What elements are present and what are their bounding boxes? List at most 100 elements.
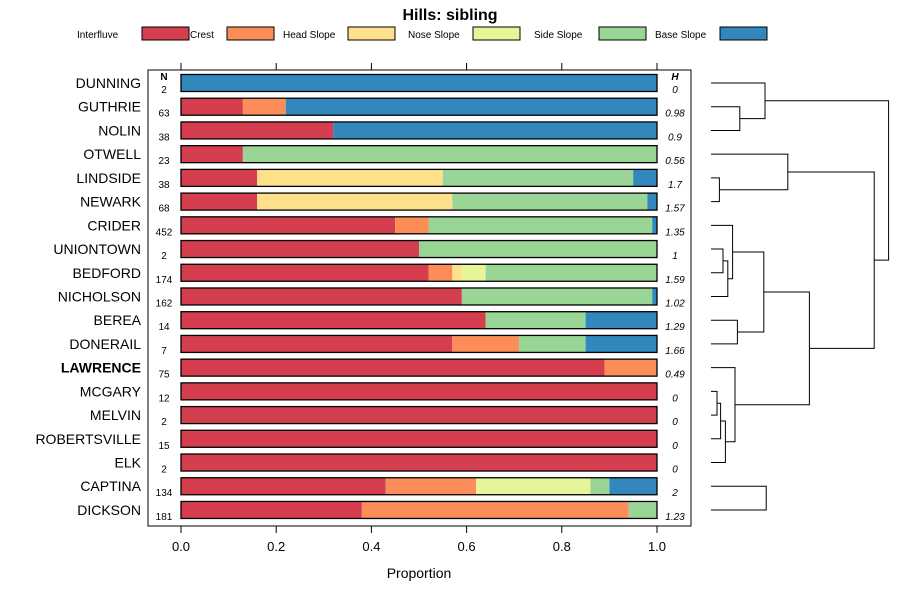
category-label: ROBERTSVILLE (35, 431, 141, 447)
bar-outline (180, 382, 658, 401)
bar-segment-crest (242, 98, 286, 116)
h-value: 1.29 (665, 322, 685, 333)
bar-segment-interfluve (181, 287, 462, 305)
plot-panel (147, 69, 692, 527)
bar-outline (180, 453, 658, 472)
n-value: 63 (158, 109, 170, 120)
bar-outline (180, 405, 658, 425)
bar-outline (180, 358, 658, 377)
category-label: NOLIN (98, 122, 141, 138)
bar-segment-base-slope (585, 335, 657, 353)
bar-outline (180, 97, 658, 116)
dendrogram-link (765, 100, 890, 261)
legend-swatch-interfluve (141, 26, 190, 41)
row-otwell: OTWELL 23 0.56 (83, 145, 685, 167)
row-melvin: MELVIN 2 0 (90, 405, 678, 428)
h-value: 1.7 (668, 180, 682, 191)
bar-segment-side-slope (452, 193, 648, 211)
x-axis: 0.0 0.2 0.4 0.6 0.8 1.0 (172, 63, 666, 554)
category-label: CRIDER (87, 217, 141, 233)
row-robertsville: ROBERTSVILLE 15 0 (35, 429, 678, 452)
legend-swatch-base-slope (719, 26, 768, 41)
row-elk: ELK 2 0 (115, 453, 678, 476)
bar-segment-head-slope (257, 169, 443, 187)
h-column-header: H (671, 72, 679, 83)
legend-label-head-slope: Head Slope (283, 30, 336, 41)
bar-segment-nose-slope (461, 264, 486, 282)
bar-outline (180, 145, 658, 164)
dendrogram-link (711, 248, 724, 274)
dendrogram-link (711, 485, 767, 511)
bar-segment-base-slope (333, 121, 657, 139)
bar-outline (180, 192, 658, 211)
bar-segment-base-slope (633, 169, 657, 187)
bar-segment-crest (428, 264, 453, 282)
bar-segment-head-slope (452, 264, 462, 282)
bar-outline (180, 311, 658, 330)
bar-segment-side-slope (485, 264, 657, 282)
bar-segment-base-slope (609, 477, 657, 495)
legend-swatch-head-slope (347, 26, 396, 41)
n-value: 7 (161, 346, 167, 357)
bar-segment-side-slope (485, 311, 586, 329)
row-lawrence: LAWRENCE 75 0.49 (61, 358, 685, 381)
category-label: GUTHRIE (78, 99, 141, 115)
legend-label-base-slope: Base Slope (655, 30, 707, 41)
bar-segment-interfluve (181, 335, 453, 353)
dendrogram-link (711, 82, 766, 120)
bar-segment-crest (361, 501, 629, 519)
h-value: 0.56 (665, 156, 685, 167)
dendrogram-link (711, 319, 738, 345)
n-value: 38 (158, 180, 170, 191)
bar-segment-side-slope (518, 335, 586, 353)
h-value: 1.02 (665, 298, 685, 309)
dendrogram (711, 82, 890, 511)
n-value: 2 (161, 465, 167, 476)
category-label: LINDSIDE (76, 170, 141, 186)
legend-swatch-nose-slope (472, 26, 521, 41)
bar-segment-interfluve (181, 121, 334, 139)
n-column-header: N (160, 72, 167, 83)
bar-segment-nose-slope (476, 477, 591, 495)
n-value: 181 (156, 512, 173, 523)
category-label: DICKSON (77, 502, 141, 518)
x-tick-label: 0.2 (267, 539, 285, 554)
dendrogram-link (711, 177, 720, 203)
category-label: ELK (115, 455, 142, 471)
bar-segment-interfluve (181, 216, 396, 234)
legend-swatch-crest (226, 26, 275, 41)
n-value: 12 (158, 393, 170, 404)
h-value: 0.49 (665, 370, 685, 381)
x-tick-label: 0.8 (553, 539, 571, 554)
bar-segment-head-slope (257, 193, 453, 211)
h-value: 0.9 (668, 132, 682, 143)
row-bedford: BEDFORD 174 1.59 (73, 263, 685, 286)
bar-segment-side-slope (428, 216, 653, 234)
bar-segment-base-slope (285, 98, 657, 116)
category-label: UNIONTOWN (53, 241, 141, 257)
n-value: 68 (158, 204, 170, 215)
n-value: 2 (161, 417, 167, 428)
bar-segment-side-slope (628, 501, 657, 519)
row-newark: NEWARK 68 1.57 (80, 192, 685, 215)
bar-segment-base-slope (181, 74, 657, 92)
chart-title: Hills: sibling (402, 7, 497, 24)
dendrogram-link (711, 106, 741, 131)
x-tick-label: 0.4 (362, 539, 380, 554)
bar-segment-interfluve (181, 264, 429, 282)
bar-segment-base-slope (652, 287, 657, 305)
h-value: 1.35 (665, 227, 685, 238)
bar-segment-interfluve (181, 193, 258, 211)
bar-segment-crest (604, 359, 657, 377)
h-value: 1.59 (665, 275, 685, 286)
h-value: 0 (672, 393, 678, 404)
bar-outline (180, 429, 658, 448)
bar-segment-interfluve (181, 98, 243, 116)
legend-label-side-slope: Side Slope (534, 30, 583, 41)
h-value: 0 (672, 85, 678, 96)
row-donerail: DONERAIL 7 1.66 (69, 334, 685, 357)
x-tick-label: 0.6 (458, 539, 476, 554)
bar-outline (180, 216, 658, 235)
h-value: 1 (672, 251, 678, 262)
